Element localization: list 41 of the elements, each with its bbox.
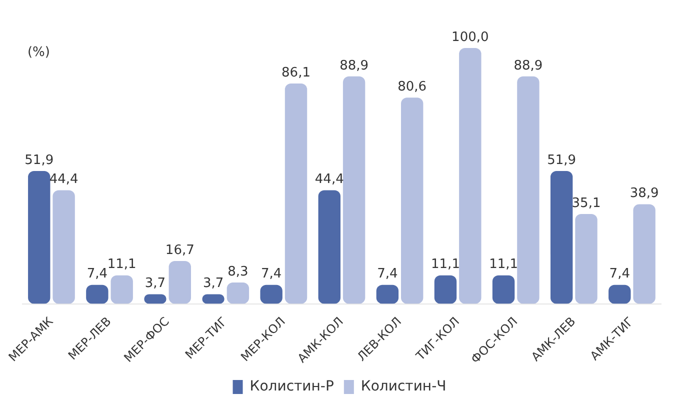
bar: [550, 171, 573, 304]
data-label: 7,4: [86, 266, 108, 282]
data-label: 3,7: [202, 276, 224, 292]
data-label: 44,4: [314, 172, 344, 188]
bar: [284, 84, 308, 304]
data-label: 86,1: [282, 65, 310, 80]
data-label: 80,6: [398, 79, 427, 94]
data-label: 88,9: [340, 58, 369, 74]
bar: [575, 214, 598, 304]
bar: [318, 190, 340, 304]
bar: [28, 171, 50, 304]
bar: [633, 204, 656, 304]
bar: [517, 76, 540, 304]
bar: [342, 76, 366, 304]
bar: [226, 282, 250, 304]
bar: [168, 261, 192, 304]
legend-label: Колистин-Ч: [360, 378, 446, 395]
data-label: 38,9: [630, 186, 659, 202]
bar: [459, 48, 482, 304]
y-axis-title: (%): [27, 44, 50, 60]
data-label: 7,4: [377, 266, 398, 282]
data-label: 3,7: [144, 276, 166, 292]
data-label: 88,9: [514, 58, 543, 74]
data-label: 100,0: [452, 30, 489, 45]
bar: [401, 98, 424, 304]
data-label: 7,4: [260, 266, 282, 282]
data-label: 11,1: [489, 257, 518, 272]
data-label: 51,9: [24, 152, 54, 168]
data-label: 8,3: [228, 264, 248, 280]
data-label: 44,4: [49, 172, 78, 188]
bar: [52, 190, 75, 304]
data-label: 11,1: [107, 257, 136, 272]
data-label: 35,1: [572, 196, 601, 211]
bar: [110, 275, 133, 304]
bar: [492, 275, 515, 304]
data-label: 7,4: [609, 266, 630, 282]
data-label: 16,7: [165, 242, 194, 258]
legend-label: Колистин-Р: [250, 378, 334, 395]
data-label: 51,9: [547, 152, 576, 168]
data-label: 11,1: [431, 257, 460, 272]
bar: [434, 275, 457, 304]
